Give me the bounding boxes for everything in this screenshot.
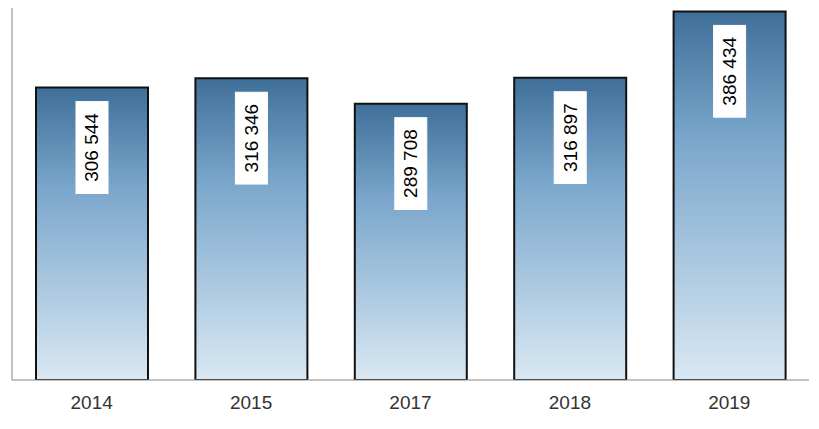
svg-text:289 708: 289 708 [400, 129, 421, 198]
svg-text:306 544: 306 544 [82, 113, 103, 182]
svg-text:2019: 2019 [708, 392, 750, 413]
svg-text:316 897: 316 897 [560, 103, 581, 172]
svg-text:2014: 2014 [71, 392, 114, 413]
svg-text:2015: 2015 [230, 392, 272, 413]
svg-text:2017: 2017 [389, 392, 431, 413]
svg-text:386 434: 386 434 [719, 37, 740, 106]
svg-text:2018: 2018 [549, 392, 591, 413]
svg-text:316 346: 316 346 [241, 104, 262, 173]
